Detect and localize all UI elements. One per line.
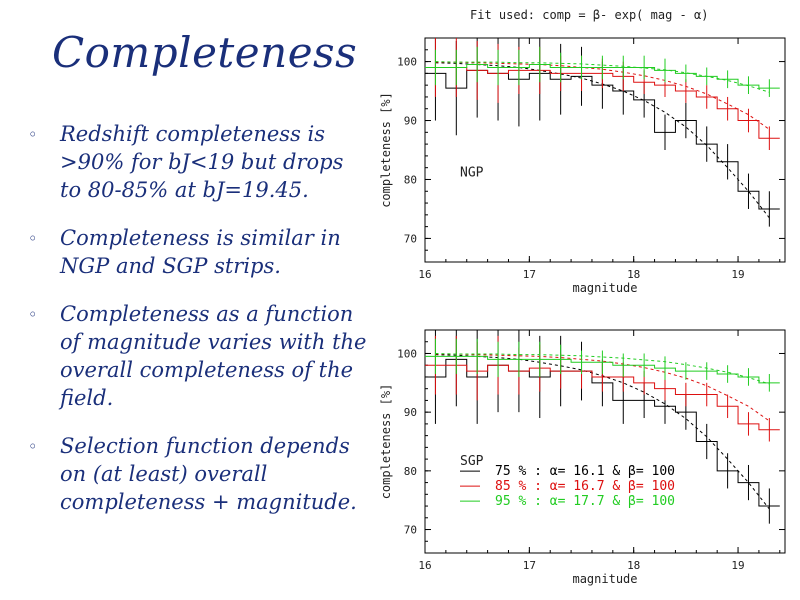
y-tick-label: 100 bbox=[397, 56, 417, 69]
bullet-diamond-icon: ◦ bbox=[28, 125, 38, 144]
bullet-item: ◦ Redshift completeness is >90% for bJ<19… bbox=[26, 120, 371, 204]
x-axis-label: magnitude bbox=[572, 572, 637, 586]
y-tick-label: 70 bbox=[404, 232, 417, 245]
y-axis-label: completeness [%] bbox=[379, 92, 393, 208]
y-tick-label: 70 bbox=[404, 524, 417, 537]
step-line-green bbox=[425, 64, 780, 89]
bullet-item: ◦ Selection function depends on (at least… bbox=[26, 432, 371, 516]
x-tick-label: 18 bbox=[627, 268, 640, 281]
x-axis-label: magnitude bbox=[572, 281, 637, 295]
bullet-text: Completeness is similar in NGP and SGP s… bbox=[60, 226, 341, 278]
bullet-diamond-icon: ◦ bbox=[28, 229, 38, 248]
y-axis-label: completeness [%] bbox=[379, 384, 393, 500]
y-tick-label: 80 bbox=[404, 465, 417, 478]
fit-caption: Fit used: comp = β- exp( mag - α) bbox=[470, 8, 709, 22]
x-tick-label: 16 bbox=[418, 559, 431, 572]
bullet-item: ◦ Completeness is similar in NGP and SGP … bbox=[26, 224, 371, 280]
legend-entry: 75 % : α= 16.1 & β= 100 bbox=[495, 464, 675, 479]
y-tick-label: 90 bbox=[404, 115, 417, 128]
y-tick-label: 90 bbox=[404, 406, 417, 419]
x-tick-label: 19 bbox=[731, 268, 744, 281]
x-tick-label: 17 bbox=[523, 268, 536, 281]
legend-entry: 95 % : α= 17.7 & β= 100 bbox=[495, 494, 675, 509]
slide-title: Completeness bbox=[52, 28, 358, 77]
bullet-diamond-icon: ◦ bbox=[28, 305, 38, 324]
panel-label: SGP bbox=[460, 454, 484, 469]
x-tick-label: 18 bbox=[627, 559, 640, 572]
panel-label: NGP bbox=[460, 166, 484, 181]
x-tick-label: 19 bbox=[731, 559, 744, 572]
legend-entry: 85 % : α= 16.7 & β= 100 bbox=[495, 479, 675, 494]
bullet-diamond-icon: ◦ bbox=[28, 437, 38, 456]
x-tick-label: 16 bbox=[418, 268, 431, 281]
plot-frame bbox=[424, 37, 786, 263]
bullet-text: Redshift completeness is >90% for bJ<19 … bbox=[60, 122, 344, 202]
x-tick-label: 17 bbox=[523, 559, 536, 572]
y-tick-label: 100 bbox=[397, 347, 417, 360]
y-tick-label: 80 bbox=[404, 173, 417, 186]
step-line-red bbox=[425, 364, 780, 431]
fit-curve-green bbox=[435, 352, 770, 385]
fit-curve-green bbox=[435, 61, 770, 93]
bullet-list: ◦ Redshift completeness is >90% for bJ<19… bbox=[26, 120, 371, 536]
fit-curve-red bbox=[435, 61, 770, 130]
bullet-text: Completeness as a function of magnitude … bbox=[60, 302, 367, 410]
bullet-text: Selection function depends on (at least)… bbox=[60, 434, 357, 514]
bullet-item: ◦ Completeness as a function of magnitude… bbox=[26, 300, 371, 412]
fit-curve-red bbox=[435, 353, 770, 422]
plot-frame bbox=[424, 329, 786, 554]
